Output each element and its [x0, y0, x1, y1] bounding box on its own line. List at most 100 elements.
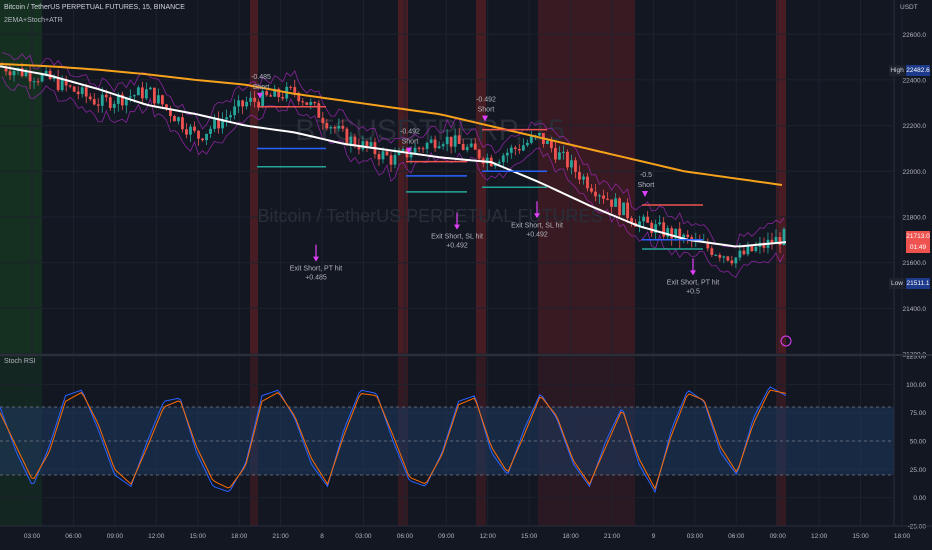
candle-body: [120, 94, 124, 106]
candle-body: [349, 136, 353, 145]
candle-body: [124, 97, 128, 106]
atr-bands: [1, 52, 785, 278]
candle-body: [177, 117, 180, 122]
candle-body: [397, 151, 401, 155]
candle-body: [144, 89, 148, 99]
candle-body: [72, 86, 76, 92]
candle-body: [385, 151, 389, 156]
trade-result-label: +0.485: [305, 275, 327, 282]
candle-body: [782, 229, 786, 246]
entry-arrow: [257, 92, 263, 99]
high-label: High: [889, 65, 905, 76]
candle-body: [521, 145, 525, 151]
candle-body: [337, 125, 341, 129]
candle-body: [618, 198, 621, 216]
candle-body: [742, 250, 746, 255]
candle-body: [317, 103, 321, 118]
candle-body: [678, 228, 682, 241]
candle-body: [249, 97, 253, 102]
trade-side-label: Short: [478, 107, 495, 114]
entry-arrow: [406, 147, 412, 154]
candle-body: [253, 97, 257, 102]
candle-body: [714, 254, 718, 256]
time-tick-label: 9: [652, 533, 656, 540]
candle-body: [148, 87, 152, 90]
ema-fast-line: [0, 65, 787, 248]
candle-body: [750, 245, 754, 252]
time-tick-label: 12:00: [148, 533, 165, 540]
trade-result-label: +0.5: [686, 288, 700, 295]
candle-body: [84, 87, 88, 97]
candle-body: [301, 101, 305, 103]
candle-body: [598, 195, 601, 197]
candle-body: [734, 257, 738, 264]
candle-body: [329, 127, 333, 129]
low-badge: 21511.1: [906, 278, 930, 289]
candle-body: [505, 152, 509, 156]
candle-body: [273, 88, 277, 97]
candle-body: [297, 92, 301, 102]
candle-body: [165, 104, 168, 109]
candle-body: [586, 176, 589, 189]
candle-body: [501, 155, 505, 163]
time-tick-label: 12:00: [480, 533, 497, 540]
trade-markers: -0.485 Short Exit Short, PT hit +0.485 -0.49…: [251, 74, 792, 347]
indicator-title[interactable]: 2EMA+Stoch+ATR: [4, 17, 63, 24]
price-tick-label: 22400.0: [903, 77, 927, 84]
candle-body: [778, 237, 782, 246]
candle-body: [389, 155, 393, 165]
low-label: Low: [889, 278, 905, 289]
price-tick-label: 21800.0: [903, 214, 927, 221]
candle-body: [173, 116, 176, 122]
stoch-rsi-pane[interactable]: [0, 386, 894, 494]
ema-lines: [0, 62, 787, 248]
trade-entry-label: -0.492: [400, 129, 420, 136]
time-tick-label: 15:00: [852, 533, 869, 540]
candle-body: [433, 139, 437, 149]
candle-body: [365, 141, 369, 147]
candle-body: [770, 239, 774, 244]
last-price: 21713.0: [906, 233, 930, 240]
candle-body: [257, 101, 261, 108]
candle-body: [60, 79, 64, 91]
candle-body: [574, 160, 577, 172]
stoch-tick-label: 0.00: [913, 495, 926, 502]
trade-side-label: Short: [402, 139, 419, 146]
candle-body: [361, 141, 365, 150]
trade-entry-label: -0.492: [476, 97, 496, 104]
candle-body: [638, 221, 642, 227]
time-tick-label: 18:00: [894, 533, 911, 540]
candle-body: [88, 96, 92, 100]
stoch-d-line: [0, 389, 787, 490]
exit-arrow-head: [690, 270, 696, 276]
candle-body: [313, 102, 317, 104]
candle-body: [8, 71, 12, 76]
candle-body: [76, 91, 80, 95]
stoch-tick-label: 50.00: [910, 439, 927, 446]
candle-body: [441, 144, 445, 147]
candle-body: [140, 87, 144, 99]
ema-slow-line: [0, 62, 783, 186]
candle-body: [658, 222, 662, 225]
symbol-title[interactable]: Bitcoin / TetherUS PERPETUAL FUTURES, 15…: [4, 4, 185, 11]
time-axis[interactable]: 03:00 06:00 09:00 12:00 15:00 18:00 21:00 8 03:0…: [24, 533, 911, 540]
time-tick-label: 15:00: [190, 533, 207, 540]
candlesticks[interactable]: [0, 61, 786, 269]
candle-body: [582, 176, 585, 180]
stoch-title[interactable]: Stoch RSI: [4, 358, 36, 365]
candle-body: [28, 72, 32, 82]
candle-body: [545, 140, 549, 145]
candle-body: [401, 148, 405, 152]
candle-body: [670, 228, 674, 239]
candle-body: [136, 87, 140, 96]
price-tick-label: 22600.0: [903, 32, 927, 39]
bar-countdown: 01:49: [909, 244, 927, 251]
candle-body: [421, 148, 425, 150]
candle-body: [437, 146, 441, 149]
candle-body: [345, 128, 349, 145]
candle-body: [485, 157, 489, 164]
time-tick-label: 8: [320, 533, 324, 540]
candle-body: [642, 216, 646, 222]
trade-entry-label: -0.485: [251, 74, 271, 81]
